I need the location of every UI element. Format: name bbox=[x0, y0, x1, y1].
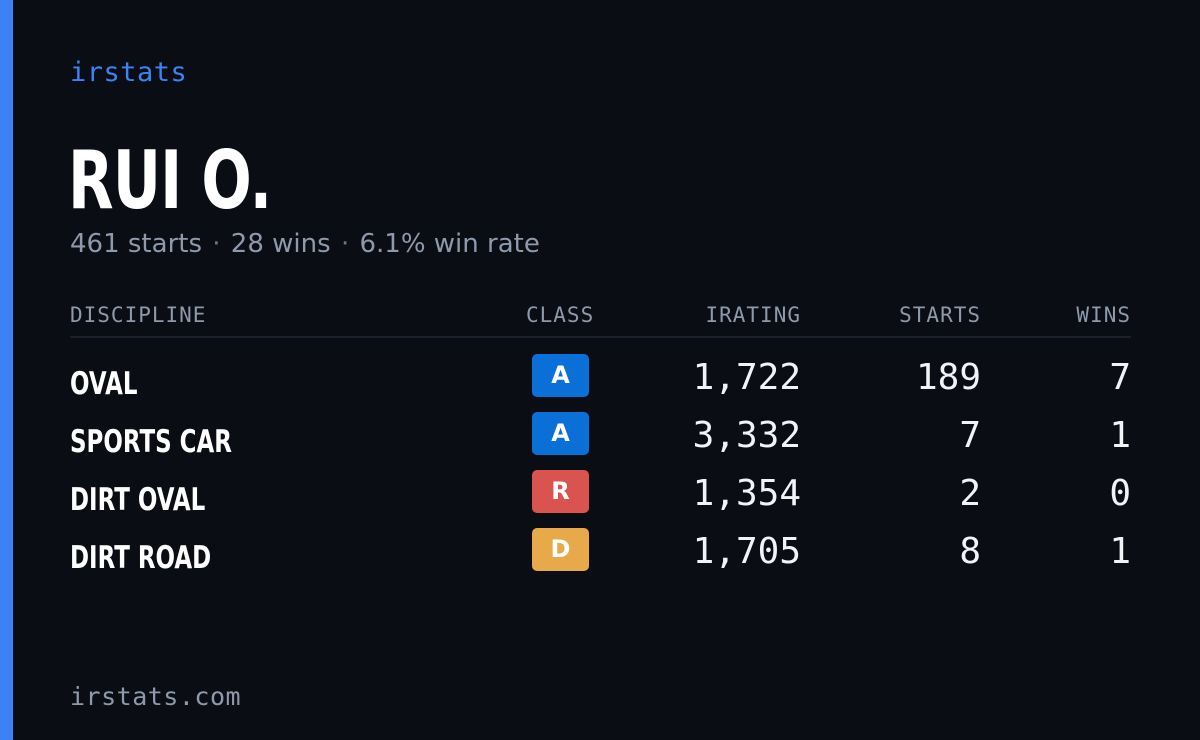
class-badge: R bbox=[532, 470, 589, 513]
wins-value: 7 bbox=[1109, 357, 1131, 398]
starts-value: 2 bbox=[959, 473, 981, 514]
brand-logo-text: irstats bbox=[70, 57, 188, 88]
discipline-name: DIRT ROAD bbox=[70, 540, 212, 576]
table-row: SPORTS CAR A 3,332 7 1 bbox=[70, 412, 1131, 470]
header-discipline: DISCIPLINE bbox=[70, 303, 207, 327]
table-row: DIRT ROAD D 1,705 8 1 bbox=[70, 528, 1131, 586]
header-starts: STARTS bbox=[899, 303, 981, 327]
table-row: OVAL A 1,722 189 7 bbox=[70, 354, 1131, 412]
table-row: DIRT OVAL R 1,354 2 0 bbox=[70, 470, 1131, 528]
irating-value: 3,332 bbox=[692, 415, 801, 456]
summary-wins: 28 wins bbox=[230, 229, 331, 259]
starts-value: 189 bbox=[915, 357, 981, 398]
irating-value: 1,722 bbox=[692, 357, 801, 398]
class-badge: D bbox=[532, 528, 589, 571]
wins-value: 0 bbox=[1109, 473, 1131, 514]
accent-bar bbox=[0, 0, 13, 740]
table-body: OVAL A 1,722 189 7 SPORTS CAR A 3,332 7 … bbox=[70, 354, 1131, 586]
irating-value: 1,354 bbox=[692, 473, 801, 514]
discipline-name: SPORTS CAR bbox=[70, 424, 232, 460]
class-badge: A bbox=[532, 412, 589, 455]
discipline-name: OVAL bbox=[70, 366, 138, 402]
wins-value: 1 bbox=[1109, 531, 1131, 572]
starts-value: 8 bbox=[959, 531, 981, 572]
driver-name: RUI O. bbox=[68, 134, 272, 227]
header-wins: WINS bbox=[1076, 303, 1131, 327]
discipline-name: DIRT OVAL bbox=[70, 482, 206, 518]
table-header: DISCIPLINE CLASS IRATING STARTS WINS bbox=[70, 298, 1131, 338]
summary-win-rate: 6.1% win rate bbox=[359, 229, 540, 259]
starts-value: 7 bbox=[959, 415, 981, 456]
license-table: DISCIPLINE CLASS IRATING STARTS WINS OVA… bbox=[70, 298, 1131, 586]
header-irating: IRATING bbox=[705, 303, 801, 327]
summary-separator: · bbox=[340, 229, 350, 259]
summary-starts: 461 starts bbox=[70, 229, 202, 259]
summary-separator: · bbox=[212, 229, 221, 259]
class-badge: A bbox=[532, 354, 589, 397]
driver-summary: 461 starts · 28 wins · 6.1% win rate bbox=[70, 226, 540, 262]
header-class: CLASS bbox=[526, 303, 595, 327]
wins-value: 1 bbox=[1109, 415, 1131, 456]
irating-value: 1,705 bbox=[692, 531, 801, 572]
footer-url: irstats.com bbox=[70, 682, 242, 711]
